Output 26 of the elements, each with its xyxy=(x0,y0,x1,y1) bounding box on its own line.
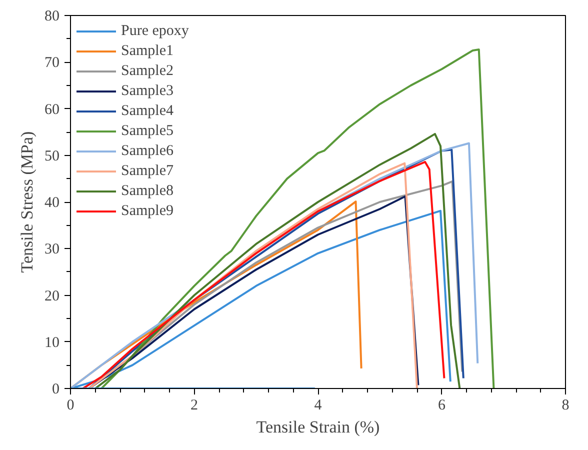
legend-label: Sample7 xyxy=(121,162,174,180)
y-tick-label: 10 xyxy=(44,334,60,351)
y-tick-label: 50 xyxy=(44,148,60,164)
y-tick-label: 20 xyxy=(44,288,60,304)
x-tick-label: 0 xyxy=(66,398,74,414)
y-tick-label: 60 xyxy=(44,102,60,118)
x-tick-label: 8 xyxy=(562,398,570,414)
legend-label: Sample6 xyxy=(121,142,174,160)
y-tick-label: 70 xyxy=(44,55,60,72)
x-axis-title: Tensile Strain (%) xyxy=(256,418,380,436)
y-tick-label: 80 xyxy=(44,8,60,24)
legend-label: Sample9 xyxy=(121,202,174,220)
legend-label: Sample2 xyxy=(121,62,174,80)
x-tick-label: 2 xyxy=(190,398,198,414)
legend-label: Sample8 xyxy=(121,182,174,200)
legend-label: Pure epoxy xyxy=(121,22,189,40)
legend-label: Sample3 xyxy=(121,82,174,100)
y-tick-label: 30 xyxy=(44,242,60,258)
legend-label: Sample1 xyxy=(121,42,174,60)
legend-label: Sample5 xyxy=(121,122,174,140)
y-tick-label: 0 xyxy=(52,382,60,398)
y-axis-title: Tensile Stress (MPa) xyxy=(18,131,36,273)
y-tick-label: 40 xyxy=(44,195,60,211)
legend-label: Sample4 xyxy=(121,102,174,120)
x-tick-label: 6 xyxy=(438,398,446,414)
x-tick-label: 4 xyxy=(314,398,322,414)
